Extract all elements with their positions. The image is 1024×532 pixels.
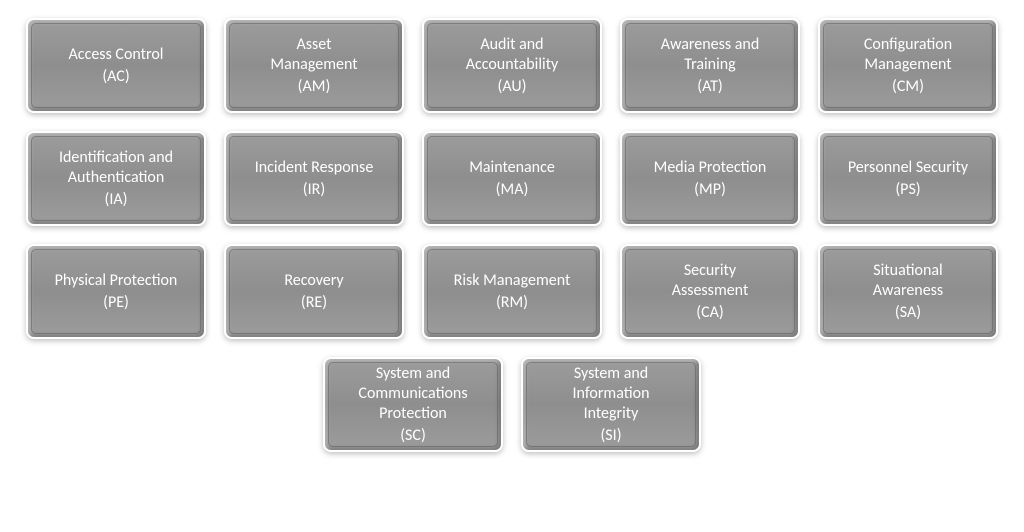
tile-code: (IA)	[105, 190, 128, 210]
tile-title: Personnel Security	[848, 158, 968, 178]
tile-code: (AT)	[697, 77, 723, 97]
tile-maintenance: Maintenance (MA)	[422, 131, 602, 226]
tile-title: Asset Management	[270, 35, 357, 75]
tile-audit-accountability: Audit and Accountability (AU)	[422, 18, 602, 113]
tile-code: (CM)	[892, 77, 924, 97]
tile-title: Incident Response	[255, 158, 374, 178]
tile-code: (AC)	[102, 67, 129, 87]
tile-configuration-management: Configuration Management (CM)	[818, 18, 998, 113]
tile-risk-management: Risk Management (RM)	[422, 244, 602, 339]
tile-system-information-integrity: System and Information Integrity (SI)	[521, 357, 701, 452]
tile-situational-awareness: Situational Awareness (SA)	[818, 244, 998, 339]
tile-code: (PS)	[895, 180, 920, 200]
tile-title: Access Control	[69, 45, 164, 65]
tile-code: (MA)	[496, 180, 529, 200]
tile-code: (SC)	[400, 426, 426, 446]
tile-physical-protection: Physical Protection (PE)	[26, 244, 206, 339]
tile-security-assessment: Security Assessment (CA)	[620, 244, 800, 339]
tile-code: (MP)	[694, 180, 726, 200]
tile-asset-management: Asset Management (AM)	[224, 18, 404, 113]
tile-identification-authentication: Identification and Authentication (IA)	[26, 131, 206, 226]
tile-title: Audit and Accountability	[466, 35, 559, 75]
tile-personnel-security: Personnel Security (PS)	[818, 131, 998, 226]
tile-title: Awareness and Training	[661, 35, 759, 75]
tile-title: System and Communications Protection	[358, 364, 467, 424]
tile-code: (AU)	[498, 77, 527, 97]
tile-title: Identification and Authentication	[59, 148, 173, 188]
tile-access-control: Access Control (AC)	[26, 18, 206, 113]
tile-title: System and Information Integrity	[573, 364, 650, 424]
domain-grid: Access Control (AC) Asset Management (AM…	[24, 18, 1000, 452]
tile-code: (IR)	[303, 180, 325, 200]
grid-row-1: Identification and Authentication (IA) I…	[24, 131, 1000, 226]
grid-row-2: Physical Protection (PE) Recovery (RE) R…	[24, 244, 1000, 339]
tile-title: Configuration Management	[864, 35, 952, 75]
tile-title: Risk Management	[454, 271, 571, 291]
tile-code: (SA)	[895, 303, 921, 323]
tile-code: (RE)	[301, 293, 327, 313]
tile-title: Situational Awareness	[873, 261, 943, 301]
tile-incident-response: Incident Response (IR)	[224, 131, 404, 226]
tile-title: Security Assessment	[672, 261, 749, 301]
tile-title: Media Protection	[654, 158, 767, 178]
tile-title: Recovery	[284, 271, 343, 291]
tile-code: (RM)	[496, 293, 528, 313]
grid-row-3: System and Communications Protection (SC…	[24, 357, 1000, 452]
tile-code: (SI)	[600, 426, 621, 446]
tile-code: (CA)	[696, 303, 724, 323]
tile-code: (AM)	[298, 77, 331, 97]
tile-code: (PE)	[103, 293, 129, 313]
tile-recovery: Recovery (RE)	[224, 244, 404, 339]
tile-awareness-training: Awareness and Training (AT)	[620, 18, 800, 113]
tile-media-protection: Media Protection (MP)	[620, 131, 800, 226]
tile-title: Maintenance	[469, 158, 555, 178]
tile-title: Physical Protection	[55, 271, 178, 291]
tile-system-communications-protection: System and Communications Protection (SC…	[323, 357, 503, 452]
grid-row-0: Access Control (AC) Asset Management (AM…	[24, 18, 1000, 113]
